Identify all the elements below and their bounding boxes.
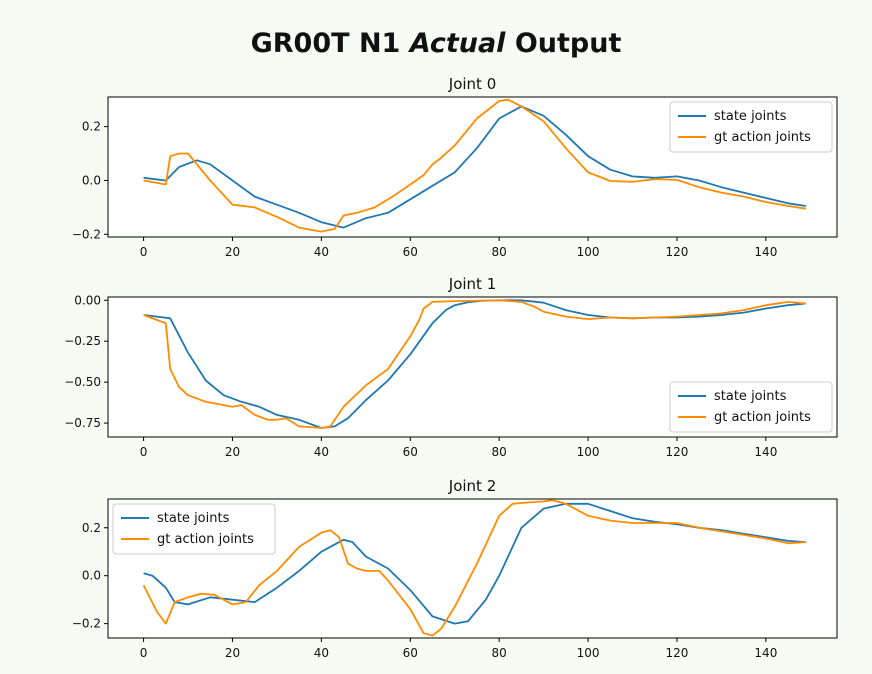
joint-0-title: Joint 0 [448, 75, 496, 93]
figure-title-post: Output [505, 28, 622, 59]
joint-1-x-tick-label: 20 [225, 445, 240, 459]
figure-title-italic: Actual [409, 28, 506, 59]
joint-2-series-gt-action-joints-line [142, 499, 806, 637]
joint-2-title: Joint 2 [448, 477, 496, 495]
joint-0-legend-label: state joints [714, 109, 787, 124]
joint-2-x-tick-label: 40 [314, 646, 329, 660]
joint-1-x-tick-label: 60 [403, 445, 418, 459]
joint-1-series-gt-action-joints-line [143, 299, 806, 429]
joint-1-x-tick-label: 140 [754, 445, 777, 459]
figure-title: GR00T N1 Actual Output [0, 28, 872, 59]
joint-1-x-tick-label: 120 [666, 445, 689, 459]
joint-0-y-tick-label: 0.2 [82, 120, 101, 134]
joint-2-x-tick-label: 80 [492, 646, 507, 660]
joint-0-y-tick-label: −0.2 [72, 227, 101, 241]
joint-2-y-tick-label: 0.2 [82, 521, 101, 535]
joint-0-legend [669, 101, 833, 153]
joint-2-legend [112, 503, 276, 555]
joint-2-x-tick-label: 140 [754, 646, 777, 660]
joint-0-x-tick-label: 80 [492, 245, 507, 259]
joint-1-legend-label: gt action joints [714, 410, 811, 425]
joint-2-y-tick-label: −0.2 [72, 617, 101, 631]
joint-2-legend-label: gt action joints [157, 532, 254, 547]
joint-1-x-tick-label: 40 [314, 445, 329, 459]
joint-0-x-tick-label: 60 [403, 245, 418, 259]
joint-0-legend-label: gt action joints [714, 130, 811, 145]
joint-2-legend-label: state joints [157, 511, 230, 526]
joint-1-y-tick-label: 0.00 [74, 293, 101, 307]
joint-2-x-tick-label: 120 [666, 646, 689, 660]
joint-1-y-tick-label: −0.75 [64, 416, 101, 430]
joint-0-x-tick-label: 40 [314, 245, 329, 259]
joint-0-x-tick-label: 100 [577, 245, 600, 259]
joint-2-x-tick-label: 0 [140, 646, 148, 660]
joint-1-y-tick-label: −0.50 [64, 375, 101, 389]
figure-title-pre: GR00T N1 [250, 28, 410, 59]
joint-0-y-tick-label: 0.0 [82, 173, 101, 187]
joint-1-title: Joint 1 [448, 275, 496, 293]
joint-0-series-gt-action-joints-line [143, 98, 807, 233]
joint-1-legend-label: state joints [714, 389, 787, 404]
joint-2-y-tick-label: 0.0 [82, 569, 101, 583]
joint-0-x-tick-label: 140 [754, 245, 777, 259]
joint-0-x-tick-label: 120 [666, 245, 689, 259]
joint-0-series-state-joints-line [143, 105, 807, 229]
joint-0-x-tick-label: 0 [140, 245, 148, 259]
joint-1-y-tick-label: −0.25 [64, 334, 101, 348]
joint-1-x-tick-label: 0 [140, 445, 148, 459]
joint-2-x-tick-label: 100 [577, 646, 600, 660]
joint-1-series-state-joints-line [143, 299, 806, 429]
joint-1-x-tick-label: 100 [577, 445, 600, 459]
joint-0-x-tick-label: 20 [225, 245, 240, 259]
joint-1-legend [669, 381, 833, 433]
joint-2-x-tick-label: 60 [403, 646, 418, 660]
joint-1-x-tick-label: 80 [492, 445, 507, 459]
joint-2-x-tick-label: 20 [225, 646, 240, 660]
